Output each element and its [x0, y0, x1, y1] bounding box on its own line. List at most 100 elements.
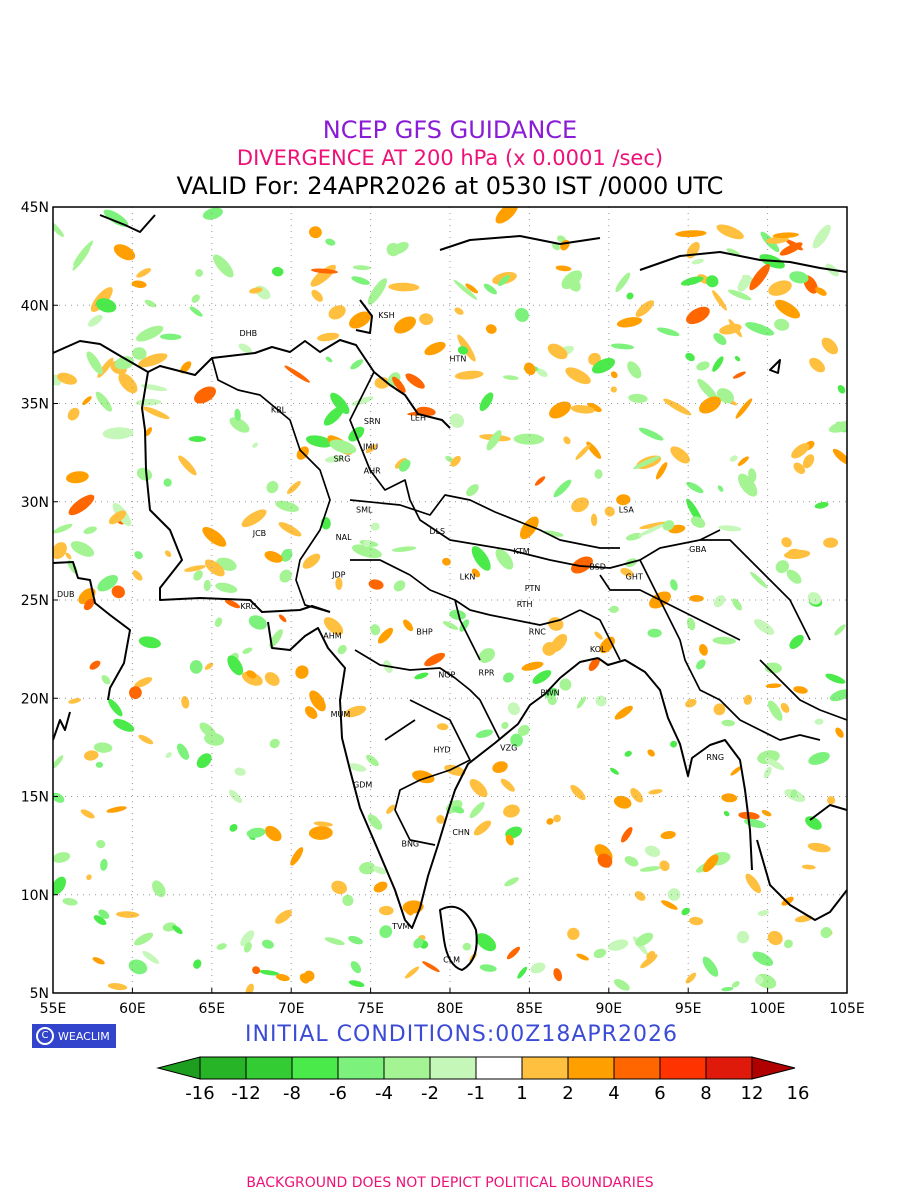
divergence-patch [626, 292, 634, 300]
divergence-patch [245, 983, 254, 993]
divergence-patch [766, 236, 789, 244]
divergence-patch [407, 411, 436, 416]
divergence-patch [378, 905, 394, 916]
lon-tick-label: 90E [595, 1001, 622, 1017]
divergence-patch [68, 494, 95, 516]
divergence-patch [391, 546, 417, 552]
divergence-patch [278, 614, 287, 623]
divergence-patch [621, 827, 633, 843]
divergence-patch [204, 559, 225, 577]
divergence-patch [305, 435, 333, 448]
divergence-patch [805, 816, 822, 830]
divergence-patch [616, 494, 631, 506]
divergence-patch [363, 540, 371, 548]
map-title: NCEP GFS GUIDANCE [322, 116, 578, 144]
lat-tick-label: 40N [21, 298, 49, 314]
divergence-patch [241, 509, 267, 528]
divergence-patch [234, 408, 241, 421]
divergence-patch [96, 839, 106, 849]
divergence-patch [834, 624, 846, 636]
color-legend: -16 -12 -8 -6 -4 -2 -1 1 2 4 6 8 12 16 [156, 1056, 809, 1104]
divergence-patch [352, 265, 371, 271]
lat-tick-label: 25N [21, 593, 49, 609]
divergence-patch [89, 660, 101, 670]
divergence-patch [793, 686, 808, 694]
lat-lon-grid [53, 207, 847, 993]
divergence-patch [132, 347, 147, 360]
divergence-patch [302, 553, 321, 569]
divergence-patch [329, 439, 357, 454]
divergence-patch [789, 271, 809, 284]
divergence-patch [107, 983, 128, 991]
divergence-patch [820, 927, 832, 939]
divergence-patch [67, 407, 80, 421]
divergence-patch [732, 598, 742, 611]
divergence-patch [515, 307, 529, 322]
divergence-patch [495, 207, 519, 224]
lon-tick-label: 80E [437, 1001, 464, 1017]
divergence-patch [716, 224, 744, 240]
legend-swatch [475, 1056, 523, 1080]
divergence-patch [635, 932, 654, 947]
legend-swatch [337, 1056, 385, 1080]
station-label: VZG [500, 743, 517, 752]
divergence-patch [469, 801, 485, 819]
divergence-patch [781, 896, 794, 906]
divergence-patch [405, 905, 414, 916]
divergence-patch [65, 471, 89, 484]
divergence-patch [793, 462, 806, 474]
divergence-patch [213, 254, 234, 278]
divergence-patch [303, 970, 315, 982]
divergence-patch [172, 925, 183, 935]
lat-tick-label: 10N [21, 888, 49, 904]
legend-swatch [199, 1056, 247, 1080]
divergence-patch [310, 264, 336, 287]
divergence-patch [445, 455, 454, 463]
station-label: CHN [452, 828, 470, 837]
legend-swatch [291, 1056, 339, 1080]
divergence-patch [398, 459, 411, 472]
legend-swatch [659, 1056, 707, 1080]
divergence-patch [457, 346, 469, 355]
valid-time: VALID For: 24APR2026 at 0530 IST /0000 U… [176, 172, 724, 200]
divergence-patch [335, 577, 343, 590]
divergence-patch [821, 337, 839, 355]
divergence-patch [610, 371, 618, 379]
divergence-patch [667, 888, 681, 901]
divergence-patch [471, 568, 481, 578]
divergence-patch [712, 636, 736, 645]
divergence-patch [814, 501, 829, 509]
divergence-patch [53, 220, 64, 237]
divergence-patch [83, 598, 95, 611]
divergence-patch [492, 761, 508, 774]
station-label: TVM [391, 922, 409, 931]
divergence-patch [165, 752, 172, 759]
divergence-patch [832, 448, 847, 465]
divergence-patch [530, 962, 546, 974]
divergence-patch [814, 718, 824, 725]
divergence-patch [590, 513, 598, 527]
divergence-patch [271, 266, 284, 277]
divergence-patch [442, 557, 451, 566]
station-label: LSA [619, 506, 635, 515]
divergence-patch [610, 386, 617, 393]
divergence-patch [575, 444, 591, 460]
station-label: BNG [401, 840, 419, 849]
divergence-patch [567, 927, 580, 940]
divergence-patch [422, 961, 440, 973]
divergence-patch [498, 275, 510, 287]
divergence-patch [713, 703, 726, 716]
divergence-patch [100, 858, 108, 871]
divergence-patch [716, 388, 734, 404]
divergence-patch [655, 462, 668, 480]
divergence-patch [485, 324, 497, 334]
axis-tick-labels: 55E 60E 65E 70E 75E 80E 85E 90E 95E 100E 105E 5N 10N… [21, 200, 865, 1017]
divergence-patch [681, 907, 690, 916]
divergence-patch [370, 522, 380, 531]
divergence-patch [449, 609, 466, 620]
station-label: LKN [460, 572, 476, 581]
divergence-patch [379, 925, 393, 939]
divergence-patch [214, 617, 223, 627]
divergence-patch [366, 754, 379, 767]
legend-swatch [613, 1056, 661, 1080]
